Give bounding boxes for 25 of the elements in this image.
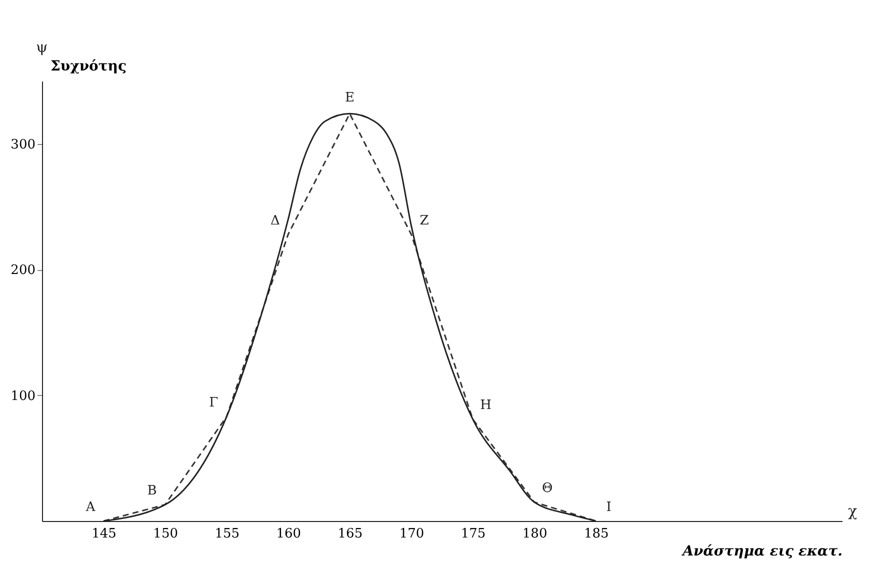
text: χ [848,502,858,520]
x-tick-label: 170 [399,526,424,542]
annotation: Θ [542,481,553,496]
annotation: B [147,484,157,499]
y-tick-label: 200 [10,263,36,278]
x-tick-label: 175 [460,526,486,542]
x-tick-label: 155 [214,526,240,542]
annotation: H [480,398,492,414]
annotation: I [606,500,612,515]
x-tick-label: 180 [522,526,548,542]
annotation: Δ [270,213,280,228]
x-tick-label: 160 [276,526,302,542]
x-tick-label: 165 [338,526,363,542]
annotation: A [84,500,96,515]
x-axis-title: Ανάστημα εις εκατ. [680,544,842,560]
x-tick-label: 150 [153,526,178,542]
y-tick-label: 100 [10,388,36,404]
annotation: Γ [209,396,218,411]
x-tick-label: 145 [92,526,116,542]
annotation: E [344,90,354,106]
y-axis-title: Συχνότης [50,58,126,74]
y-tick-label: 300 [10,137,36,152]
x-tick-label: 185 [584,526,609,542]
annotation: Z [420,213,429,228]
text: ψ [36,38,48,56]
